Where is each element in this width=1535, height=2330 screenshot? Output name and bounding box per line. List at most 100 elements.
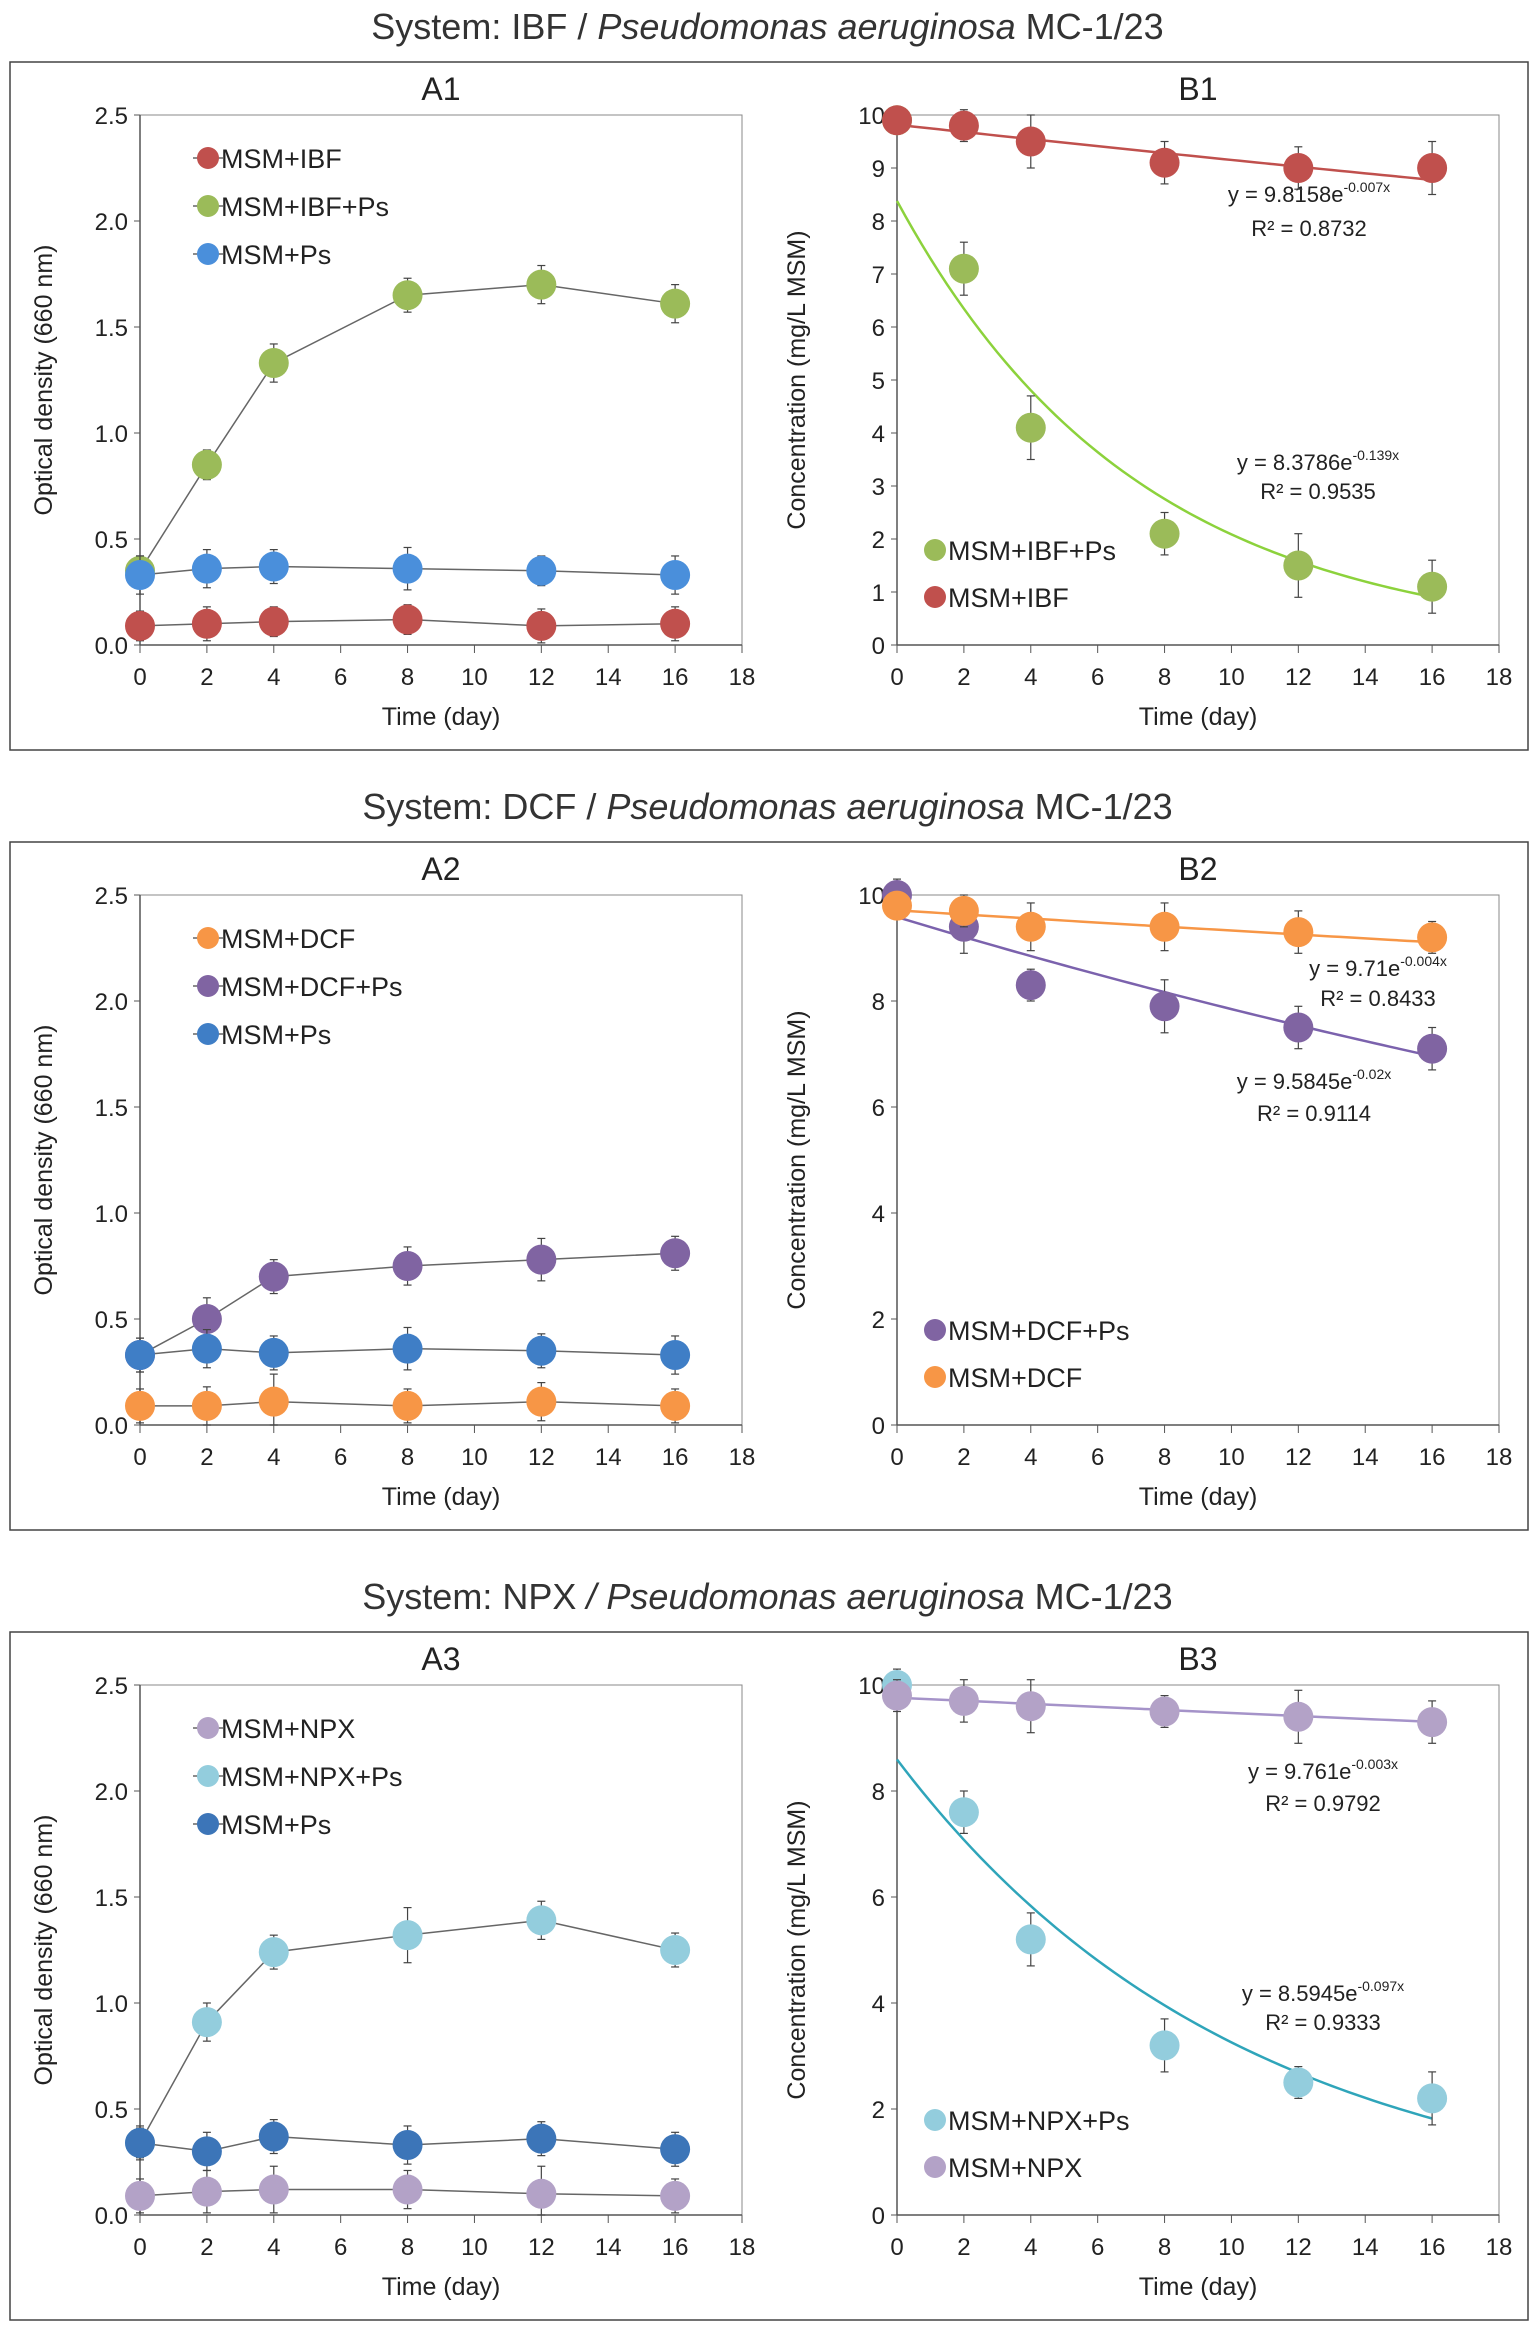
data-point bbox=[1015, 970, 1046, 1001]
legend-label: MSM+DCF+Ps bbox=[948, 1316, 1130, 1346]
x-tick-label: 16 bbox=[1419, 664, 1446, 691]
x-axis-label: Time (day) bbox=[1139, 2273, 1258, 2301]
r-squared: R² = 0.9792 bbox=[1265, 1791, 1381, 1816]
legend-marker bbox=[924, 1319, 946, 1341]
y-tick-label: 2 bbox=[872, 2097, 885, 2124]
series-MSM+NPX+Ps bbox=[125, 1900, 691, 2159]
x-tick-label: 10 bbox=[461, 664, 488, 691]
legend-label: MSM+Ps bbox=[221, 1810, 331, 1840]
series-line bbox=[139, 283, 676, 572]
y-tick-label: 1.0 bbox=[95, 1201, 128, 1228]
equation-base: y = 9.5845e bbox=[1237, 1069, 1353, 1094]
data-point bbox=[526, 2178, 557, 2209]
data-point bbox=[191, 2176, 222, 2207]
equation-exponent: -0.003x bbox=[1351, 1756, 1398, 1772]
x-tick-label: 10 bbox=[461, 1444, 488, 1471]
y-tick-label: 1.5 bbox=[95, 1885, 128, 1912]
equation-exponent: -0.004x bbox=[1400, 953, 1447, 969]
chart-title: A1 bbox=[421, 71, 460, 107]
trendline bbox=[896, 1758, 1433, 2120]
title-species: / Pseudomonas aeruginosa bbox=[586, 1576, 1025, 1617]
x-axis-label: Time (day) bbox=[1139, 703, 1258, 731]
data-point bbox=[526, 1386, 557, 1417]
y-axis-label: Concentration (mg/L MSM) bbox=[783, 1800, 811, 2099]
x-axis-label: Time (day) bbox=[382, 703, 501, 731]
y-tick-label: 1.5 bbox=[95, 315, 128, 342]
data-point bbox=[660, 1238, 691, 1269]
data-point bbox=[1015, 126, 1046, 157]
x-tick-label: 12 bbox=[1285, 1444, 1312, 1471]
x-tick-label: 14 bbox=[595, 2234, 622, 2261]
section-title: System: IBF / Pseudomonas aeruginosa MC-… bbox=[0, 6, 1535, 48]
legend-label: MSM+IBF+Ps bbox=[221, 192, 389, 222]
y-tick-label: 2.0 bbox=[95, 989, 128, 1016]
trendline-equation: y = 9.71e-0.004x bbox=[1309, 953, 1447, 981]
x-axis-label: Time (day) bbox=[1139, 1483, 1258, 1511]
data-point bbox=[392, 1251, 423, 1281]
y-axis-label: Optical density (660 nm) bbox=[30, 245, 58, 516]
series-MSM+IBF+Ps bbox=[125, 264, 691, 587]
data-point bbox=[258, 1337, 289, 1368]
legend-label: MSM+DCF bbox=[948, 1363, 1082, 1393]
x-tick-label: 2 bbox=[957, 664, 970, 691]
legend-marker bbox=[924, 2156, 946, 2178]
data-point bbox=[1283, 153, 1314, 183]
data-point bbox=[1015, 1691, 1046, 1722]
y-axis-label: Optical density (660 nm) bbox=[30, 1815, 58, 2086]
series-MSM+Ps bbox=[125, 2118, 691, 2172]
data-point bbox=[392, 2174, 423, 2205]
y-tick-label: 8 bbox=[872, 989, 885, 1016]
data-point bbox=[948, 1797, 979, 1828]
data-point bbox=[1417, 1707, 1448, 1738]
data-point bbox=[125, 610, 155, 641]
y-tick-label: 7 bbox=[872, 262, 885, 289]
data-point bbox=[1149, 991, 1180, 1022]
series-MSM+NPX bbox=[125, 2165, 691, 2216]
y-tick-label: 5 bbox=[872, 368, 885, 395]
panel-frame bbox=[9, 1631, 1529, 2321]
x-tick-label: 16 bbox=[662, 1444, 689, 1471]
y-tick-label: 2.0 bbox=[95, 1779, 128, 1806]
legend-marker bbox=[197, 147, 219, 169]
trendline-equation: y = 9.761e-0.003x bbox=[1248, 1756, 1398, 1784]
data-point bbox=[191, 1333, 222, 1364]
series-MSM+Ps bbox=[125, 546, 691, 595]
title-prefix: System: NPX bbox=[362, 1576, 587, 1617]
data-point bbox=[258, 606, 289, 637]
x-axis-label: Time (day) bbox=[382, 1483, 501, 1511]
legend-marker bbox=[924, 1366, 946, 1388]
series-MSM+IBF bbox=[882, 105, 1448, 196]
chart-title: A2 bbox=[421, 851, 460, 887]
y-tick-label: 0.5 bbox=[95, 527, 128, 554]
data-point bbox=[660, 560, 691, 591]
trendline-equation: y = 9.8158e-0.007x bbox=[1228, 179, 1390, 207]
data-point bbox=[1015, 1924, 1046, 1955]
equation-base: y = 8.3786e bbox=[1237, 450, 1353, 475]
y-tick-label: 0.0 bbox=[95, 1413, 128, 1440]
x-tick-label: 18 bbox=[729, 664, 756, 691]
y-tick-label: 0.0 bbox=[95, 633, 128, 660]
equation-base: y = 8.5945e bbox=[1242, 1981, 1358, 2006]
x-tick-label: 6 bbox=[334, 2234, 347, 2261]
title-strain: MC-1/23 bbox=[1015, 6, 1164, 47]
y-tick-label: 1 bbox=[872, 580, 885, 607]
trendline-equation: y = 8.5945e-0.097x bbox=[1242, 1978, 1404, 2006]
data-point bbox=[258, 1937, 289, 1968]
r-squared: R² = 0.9535 bbox=[1260, 479, 1376, 504]
data-point bbox=[125, 2180, 155, 2211]
y-tick-label: 4 bbox=[872, 1991, 885, 2018]
data-point bbox=[526, 610, 557, 641]
trendline-equation: y = 9.5845e-0.02x bbox=[1237, 1066, 1392, 1094]
chart-title: B2 bbox=[1178, 851, 1217, 887]
equation-exponent: -0.02x bbox=[1352, 1066, 1391, 1082]
title-strain: MC-1/23 bbox=[1024, 1576, 1173, 1617]
x-tick-label: 12 bbox=[528, 1444, 555, 1471]
equation-base: y = 9.8158e bbox=[1228, 182, 1344, 207]
data-point bbox=[392, 1920, 423, 1951]
figure-panel-pair-1: A10 2 4 6 8 10 12 14 16 180.00.51.01.52.02.5Time … bbox=[9, 61, 1529, 751]
x-tick-label: 6 bbox=[1091, 1444, 1104, 1471]
y-tick-label: 0.0 bbox=[95, 2203, 128, 2230]
series-MSM+IBF bbox=[125, 604, 691, 644]
data-point bbox=[258, 2174, 289, 2205]
y-tick-label: 0 bbox=[872, 633, 885, 660]
